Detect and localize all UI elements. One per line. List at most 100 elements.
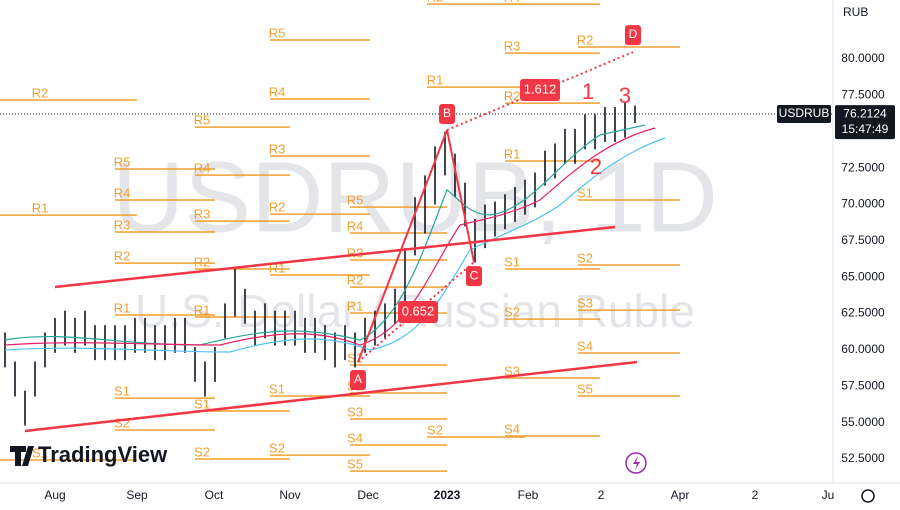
pivot-label: S3 bbox=[577, 296, 593, 311]
y-tick-label: 80.0000 bbox=[841, 51, 885, 65]
pivot-label: R3 bbox=[504, 39, 521, 54]
symbol-badge bbox=[777, 105, 831, 123]
pattern-leg bbox=[357, 129, 448, 363]
pivot-label: R1 bbox=[347, 298, 364, 313]
wave-label: 1 bbox=[582, 79, 594, 104]
pattern-point: B bbox=[443, 106, 451, 120]
pivot-label: R2 bbox=[577, 32, 594, 47]
symbol-label: USDRUB bbox=[779, 106, 830, 120]
pivot-label: R4 bbox=[114, 185, 131, 200]
pattern: A B C D 0.652 1.612 1 2 3 bbox=[350, 25, 641, 390]
pattern-point: D bbox=[629, 27, 638, 41]
y-tick-label: 77.5000 bbox=[841, 88, 885, 102]
pivot-label: S4 bbox=[577, 338, 593, 353]
x-tick-label: Dec bbox=[357, 488, 378, 502]
pivot-label: S1 bbox=[504, 254, 520, 269]
y-tick-label: 70.0000 bbox=[841, 197, 885, 211]
y-tick-label: 67.5000 bbox=[841, 233, 885, 247]
ratio-label: 1.612 bbox=[524, 81, 557, 96]
pivot-label: R5 bbox=[194, 113, 211, 128]
x-tick-label: Nov bbox=[279, 488, 300, 502]
pivot-label: S5 bbox=[577, 381, 593, 396]
pivot-label: S2 bbox=[427, 422, 443, 437]
ratio-badge bbox=[520, 79, 560, 101]
pattern-point-badge bbox=[466, 266, 482, 287]
settings-icon[interactable] bbox=[861, 489, 875, 503]
pivot-label: S2 bbox=[577, 250, 593, 265]
countdown: 15:47:49 bbox=[842, 122, 889, 136]
pattern-point: C bbox=[470, 268, 479, 282]
x-tick-label: 2 bbox=[598, 488, 605, 502]
alert-bolt bbox=[633, 456, 640, 470]
currency-selector[interactable]: RUB bbox=[843, 5, 868, 19]
y-tick-label: 52.5000 bbox=[841, 451, 885, 465]
x-tick-label: 2 bbox=[752, 488, 759, 502]
brand-logo bbox=[10, 446, 34, 466]
pattern-point-badge bbox=[350, 369, 366, 390]
wave-label: 3 bbox=[619, 83, 631, 108]
pivot-label: R2 bbox=[32, 85, 49, 100]
pivot-label: S1 bbox=[32, 445, 48, 460]
pivots: R2 R1 S1 R5 R4 R3 R2 R1 S1 S2 R5 R4 R3 R2 R1 S1 S2 R5 R4 R3… bbox=[0, 0, 680, 472]
pivot-label: R3 bbox=[269, 141, 286, 156]
pivot-label: R3 bbox=[347, 245, 364, 260]
pivot-label: R2 bbox=[504, 89, 521, 104]
y-tick-label: 55.0000 bbox=[841, 415, 885, 429]
pivot-label: R3 bbox=[114, 217, 131, 232]
x-tick-label: Sep bbox=[126, 488, 148, 502]
x-tick-label: Feb bbox=[518, 488, 539, 502]
x-tick-label: 2023 bbox=[434, 488, 461, 502]
pivot-label: R3 bbox=[194, 207, 211, 222]
pivot-label: R1 bbox=[194, 302, 211, 317]
x-tick-label: Aug bbox=[44, 488, 65, 502]
pivot-label: R1 bbox=[32, 201, 49, 216]
pivot-label: R4 bbox=[194, 161, 211, 176]
pattern-leg bbox=[446, 129, 475, 263]
pivot-label: R2 bbox=[269, 200, 286, 215]
wave-label: 2 bbox=[590, 154, 602, 179]
y-tick-label: 65.0000 bbox=[841, 269, 885, 283]
pattern-point-badge bbox=[625, 25, 641, 46]
channel-lower bbox=[24, 360, 638, 433]
last-price: 76.2124 bbox=[843, 106, 887, 120]
channel-upper bbox=[54, 225, 616, 289]
pivot-label: S1 bbox=[269, 381, 285, 396]
price-badge bbox=[835, 105, 895, 140]
x-tick-label: Oct bbox=[205, 488, 224, 502]
alert-icon[interactable] bbox=[625, 452, 647, 474]
y-tick-label: 57.5000 bbox=[841, 378, 885, 392]
pivot-label: R5 bbox=[269, 25, 286, 40]
pivot-label: S1 bbox=[194, 396, 210, 411]
pivot-label: R1 bbox=[504, 146, 521, 161]
pivot-label: S2 bbox=[114, 415, 130, 430]
pattern-point-badge bbox=[439, 104, 455, 125]
pivot-label: R1 bbox=[427, 73, 444, 88]
bars bbox=[4, 102, 636, 426]
pivot-label: R2 bbox=[347, 273, 364, 288]
x-tick-label: Ju bbox=[822, 488, 835, 502]
y-tick-label: 72.5000 bbox=[841, 160, 885, 174]
time-axis bbox=[0, 483, 900, 510]
price-axis bbox=[833, 0, 900, 510]
pivot-label: R5 bbox=[114, 154, 131, 169]
pivot-label: S2 bbox=[504, 305, 520, 320]
pivot-label: R5 bbox=[347, 193, 364, 208]
pivot-label: R4 bbox=[504, 0, 521, 5]
pivot-label: S1 bbox=[577, 185, 593, 200]
pivot-label: S5 bbox=[347, 457, 363, 472]
x-tick-label: Apr bbox=[671, 488, 690, 502]
pivot-label: R1 bbox=[114, 300, 131, 315]
axis-labels: 80.000077.500075.000072.500070.000067.50… bbox=[44, 51, 885, 502]
brand: TradingView bbox=[38, 442, 168, 467]
pivot-label: S3 bbox=[347, 404, 363, 419]
ratio-label: 0.652 bbox=[402, 303, 435, 318]
pivot-label: S2 bbox=[194, 444, 210, 459]
pivot-label: R2 bbox=[427, 0, 444, 5]
pattern-point: A bbox=[354, 372, 362, 386]
pivot-label: R2 bbox=[114, 249, 131, 264]
pivot-label: S4 bbox=[347, 430, 363, 445]
pivot-label: R2 bbox=[194, 254, 211, 269]
ma-fast bbox=[4, 124, 646, 346]
